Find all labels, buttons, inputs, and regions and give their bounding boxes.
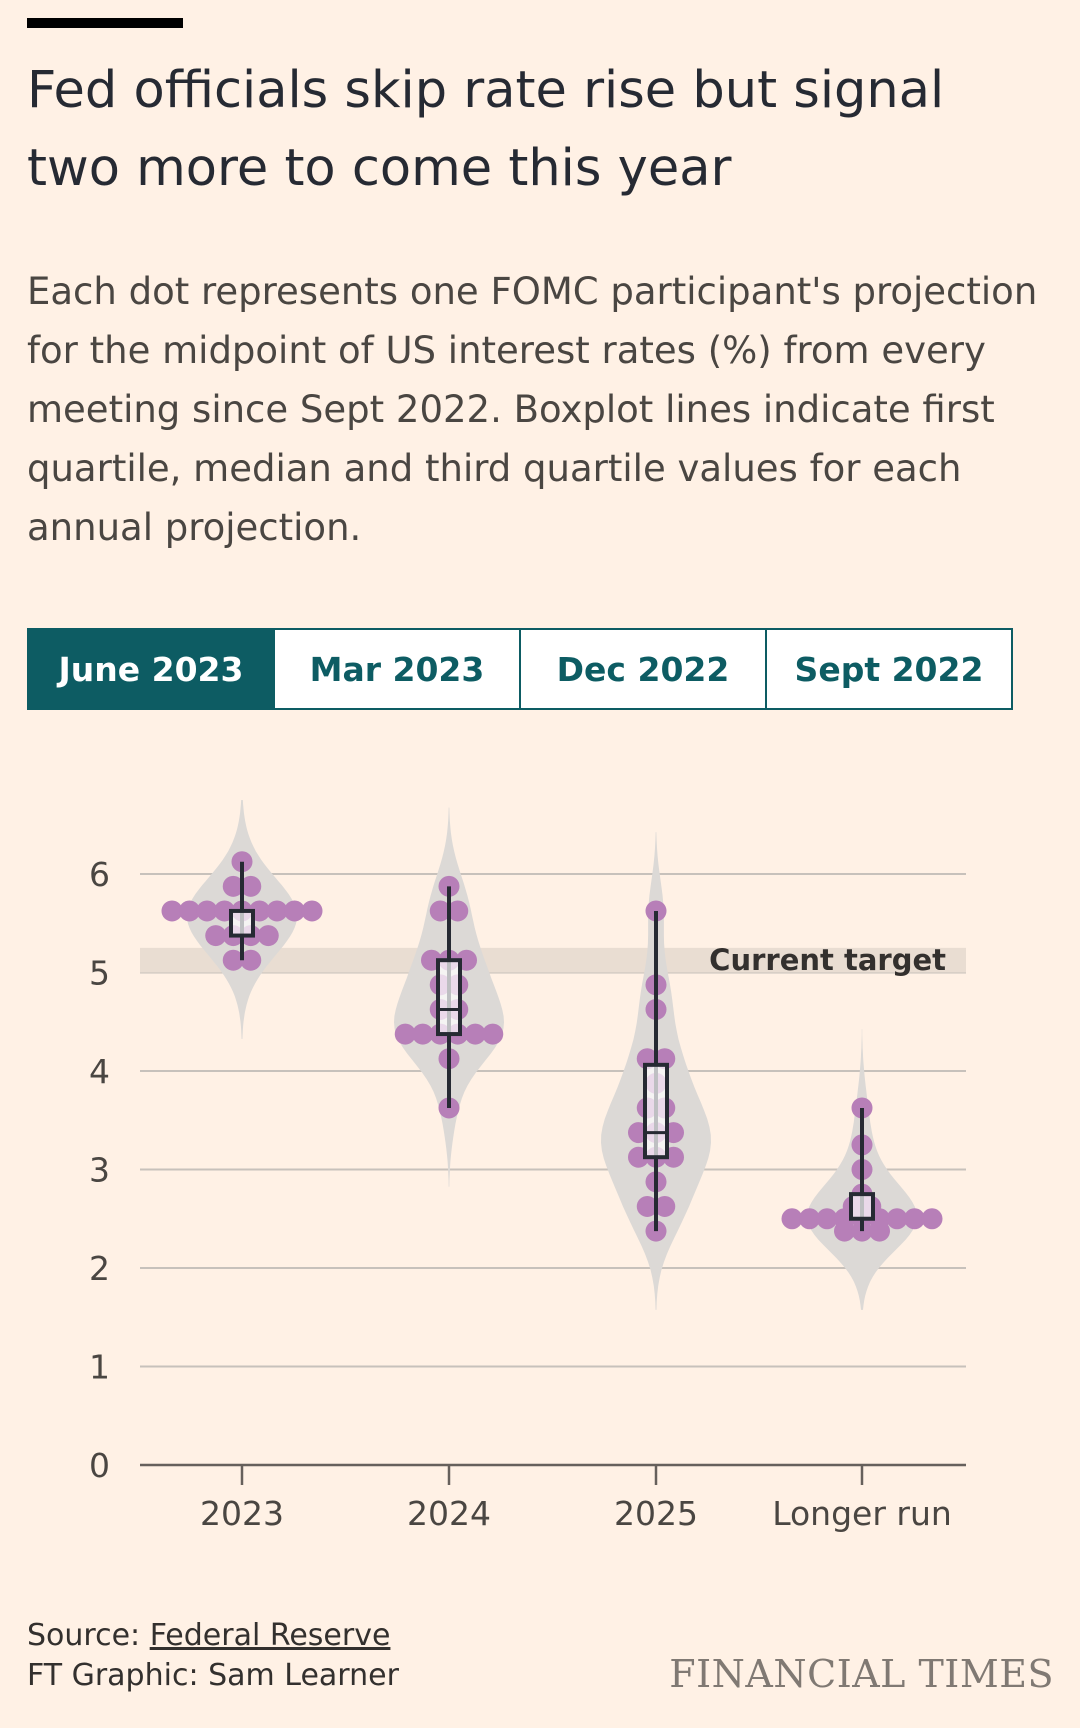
tab-dec-2022[interactable]: Dec 2022 — [519, 630, 765, 708]
page-title: Fed officials skip rate rise but signal … — [27, 61, 945, 198]
graphic-credit: FT Graphic: Sam Learner — [27, 1658, 399, 1693]
projection-dot — [482, 1023, 504, 1045]
y-tick-label: 2 — [89, 1249, 110, 1288]
date-tabs: June 2023 Mar 2023 Dec 2022 Sept 2022 — [27, 628, 1013, 710]
x-tick-label: 2023 — [200, 1494, 284, 1533]
y-tick-label: 5 — [89, 954, 110, 993]
projection-dot — [394, 1023, 416, 1045]
projection-dot — [447, 900, 469, 922]
x-tick-label: 2025 — [614, 1494, 698, 1533]
projection-dot — [886, 1208, 908, 1230]
source-link[interactable]: Federal Reserve — [149, 1618, 391, 1653]
projection-dot — [834, 1220, 855, 1242]
top-rule — [27, 18, 183, 28]
tab-sept-2022[interactable]: Sept 2022 — [765, 630, 1011, 708]
tab-june-2023[interactable]: June 2023 — [29, 630, 273, 708]
projection-dot — [799, 1208, 820, 1230]
projection-dot — [240, 949, 262, 971]
tab-mar-2023[interactable]: Mar 2023 — [273, 630, 519, 708]
y-tick-label: 0 — [89, 1446, 110, 1485]
projection-dot — [222, 875, 244, 897]
y-tick-label: 6 — [89, 855, 110, 894]
projection-dot — [412, 1023, 434, 1045]
projection-dot — [464, 1023, 486, 1045]
chart-subtitle: Each dot represents one FOMC participant… — [27, 270, 1038, 549]
y-tick-label: 1 — [89, 1348, 110, 1387]
projection-dot — [266, 900, 288, 922]
boxplot-box — [436, 958, 462, 1037]
financial-times-logo: FINANCIAL TIMES — [669, 1652, 1054, 1696]
y-tick-label: 3 — [89, 1151, 110, 1190]
projection-dot — [284, 900, 305, 922]
projection-dot — [301, 900, 323, 922]
current-target-label: Current target — [709, 943, 946, 977]
boxplot-box — [229, 908, 255, 938]
projection-dot — [636, 1195, 658, 1217]
boxplot-box — [849, 1192, 875, 1221]
projection-dot — [240, 875, 262, 897]
projection-dot — [429, 900, 451, 922]
projection-dot — [921, 1208, 943, 1230]
projection-dot — [205, 925, 227, 947]
x-tick-label: Longer run — [772, 1494, 952, 1533]
projection-dot — [257, 925, 279, 947]
projection-dot — [196, 900, 218, 922]
x-tick-label: 2024 — [407, 1494, 491, 1533]
source-line: Source: Federal Reserve — [27, 1616, 399, 1656]
source-block: Source: Federal Reserve FT Graphic: Sam … — [27, 1616, 399, 1696]
dot-plot-chart: 0 1 2 3 4 5 6 Current target 2023 2024 2025 Longer … — [89, 800, 966, 1533]
projection-dot — [179, 900, 200, 922]
projection-dot — [161, 900, 183, 922]
projection-dot — [222, 949, 244, 971]
projection-dot — [816, 1208, 838, 1230]
source-prefix: Source: — [27, 1618, 150, 1653]
projection-dot — [869, 1220, 890, 1242]
projection-dot — [654, 1195, 676, 1217]
y-tick-label: 4 — [89, 1052, 110, 1091]
boxplot-box — [643, 1062, 669, 1160]
projection-dot — [904, 1208, 925, 1230]
projection-dot — [781, 1208, 803, 1230]
